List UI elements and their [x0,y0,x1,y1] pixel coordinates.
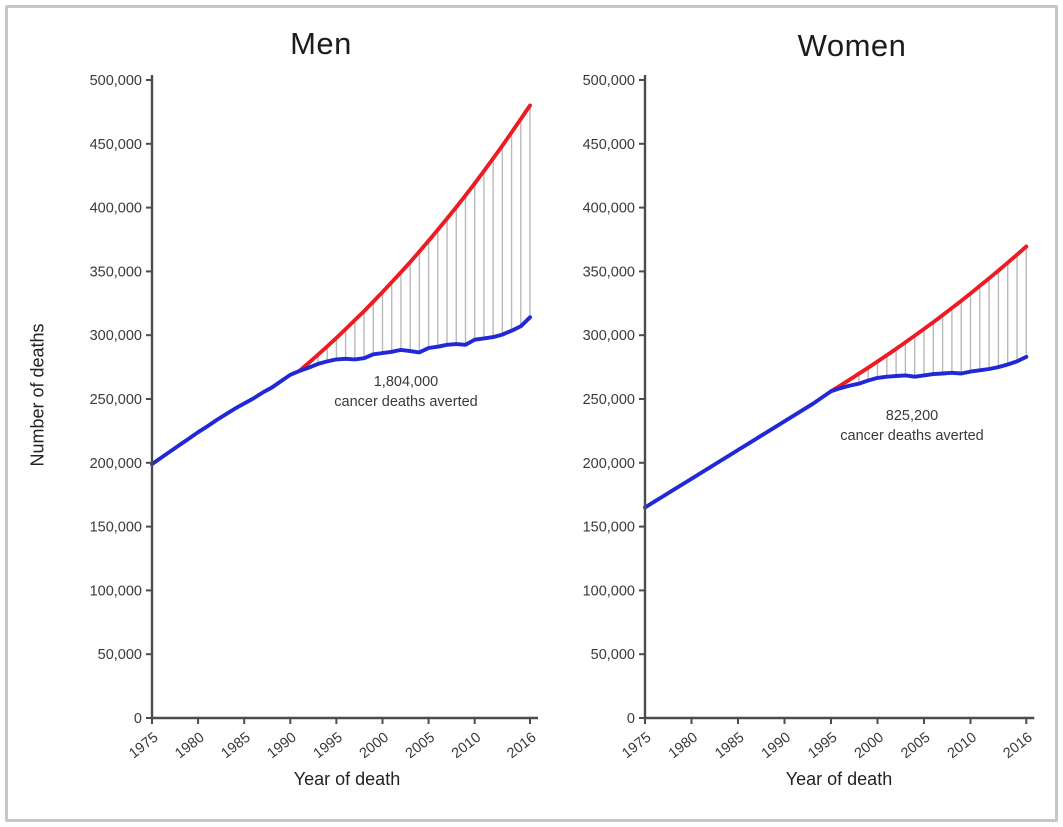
y-tick-label: 250,000 [90,392,142,408]
men-observed-line [150,315,532,467]
men-averted-label: cancer deaths averted [334,394,478,410]
women-y-ticks: 0 50,000 100,000 150,000 200,000 250,000 300,0… [583,73,645,727]
y-tick-label: 450,000 [90,137,142,153]
x-tick-label: 1990 [264,730,299,762]
x-tick-label: 2016 [1000,730,1035,762]
x-tick-label: 2010 [945,730,980,762]
x-tick-label: 2005 [898,730,933,762]
x-tick-label: 1980 [172,730,207,762]
men-deaths-averted-annotation: 1,804,000 cancer deaths averted [334,372,477,412]
y-tick-label: 300,000 [90,328,142,344]
women-x-axis-title: Year of death [785,769,893,789]
y-tick-label: 450,000 [583,137,635,153]
men-x-axis-title: Year of death [293,769,401,789]
x-tick-label: 1975 [619,730,654,762]
men-chart-title: Men [290,26,352,61]
x-tick-label: 1995 [805,730,840,762]
x-tick-label: 2016 [504,730,539,762]
y-tick-label: 50,000 [591,647,635,663]
men-hatch-lines [317,105,531,364]
y-tick-label: 400,000 [583,201,635,217]
men-axes [150,75,539,720]
y-tick-label: 50,000 [98,647,142,663]
y-tick-label: 0 [627,711,635,727]
x-tick-label: 1995 [311,730,346,762]
x-tick-label: 2005 [403,730,438,762]
y-tick-label: 300,000 [583,328,635,344]
x-tick-label: 1975 [126,730,161,762]
y-tick-label: 200,000 [90,456,142,472]
women-axes [643,75,1035,720]
y-tick-label: 500,000 [90,73,142,89]
women-expected-line [829,244,1029,394]
y-axis-title: Number of deaths [27,323,48,467]
x-tick-label: 2010 [449,730,484,762]
men-expected-line [297,103,532,373]
men-averted-count: 1,804,000 [373,374,439,390]
men-x-ticks: 1975 1980 1985 1990 1995 2000 2005 2010 2016 [126,718,539,762]
x-tick-label: 1980 [666,730,701,762]
y-tick-label: 350,000 [90,264,142,280]
women-averted-count: 825,200 [885,408,939,424]
x-tick-label: 1985 [712,730,747,762]
y-tick-label: 150,000 [583,520,635,536]
women-deaths-averted-annotation: 825,200 cancer deaths averted [840,406,983,446]
women-hatch-lines [858,246,1028,384]
women-chart-title: Women [797,28,907,63]
x-tick-label: 2000 [852,730,887,762]
women-x-ticks: 1975 1980 1985 1990 1995 2000 2005 2010 2016 [619,718,1036,762]
x-tick-label: 1990 [759,730,794,762]
y-tick-label: 350,000 [583,264,635,280]
y-tick-label: 200,000 [583,456,635,472]
y-tick-label: 500,000 [583,73,635,89]
y-tick-label: 150,000 [90,520,142,536]
y-tick-label: 0 [134,711,142,727]
x-tick-label: 2000 [357,730,392,762]
women-observed-line [643,354,1029,510]
women-averted-label: cancer deaths averted [840,428,984,444]
y-tick-label: 250,000 [583,392,635,408]
men-y-ticks: 0 50,000 100,000 150,000 200,000 250,000 300,0… [90,73,152,727]
y-tick-label: 100,000 [90,583,142,599]
y-tick-label: 400,000 [90,201,142,217]
men-chart-plot: 0 50,000 100,000 150,000 200,000 250,000 300,0… [90,73,540,762]
y-tick-label: 100,000 [583,583,635,599]
x-tick-label: 1985 [218,730,253,762]
